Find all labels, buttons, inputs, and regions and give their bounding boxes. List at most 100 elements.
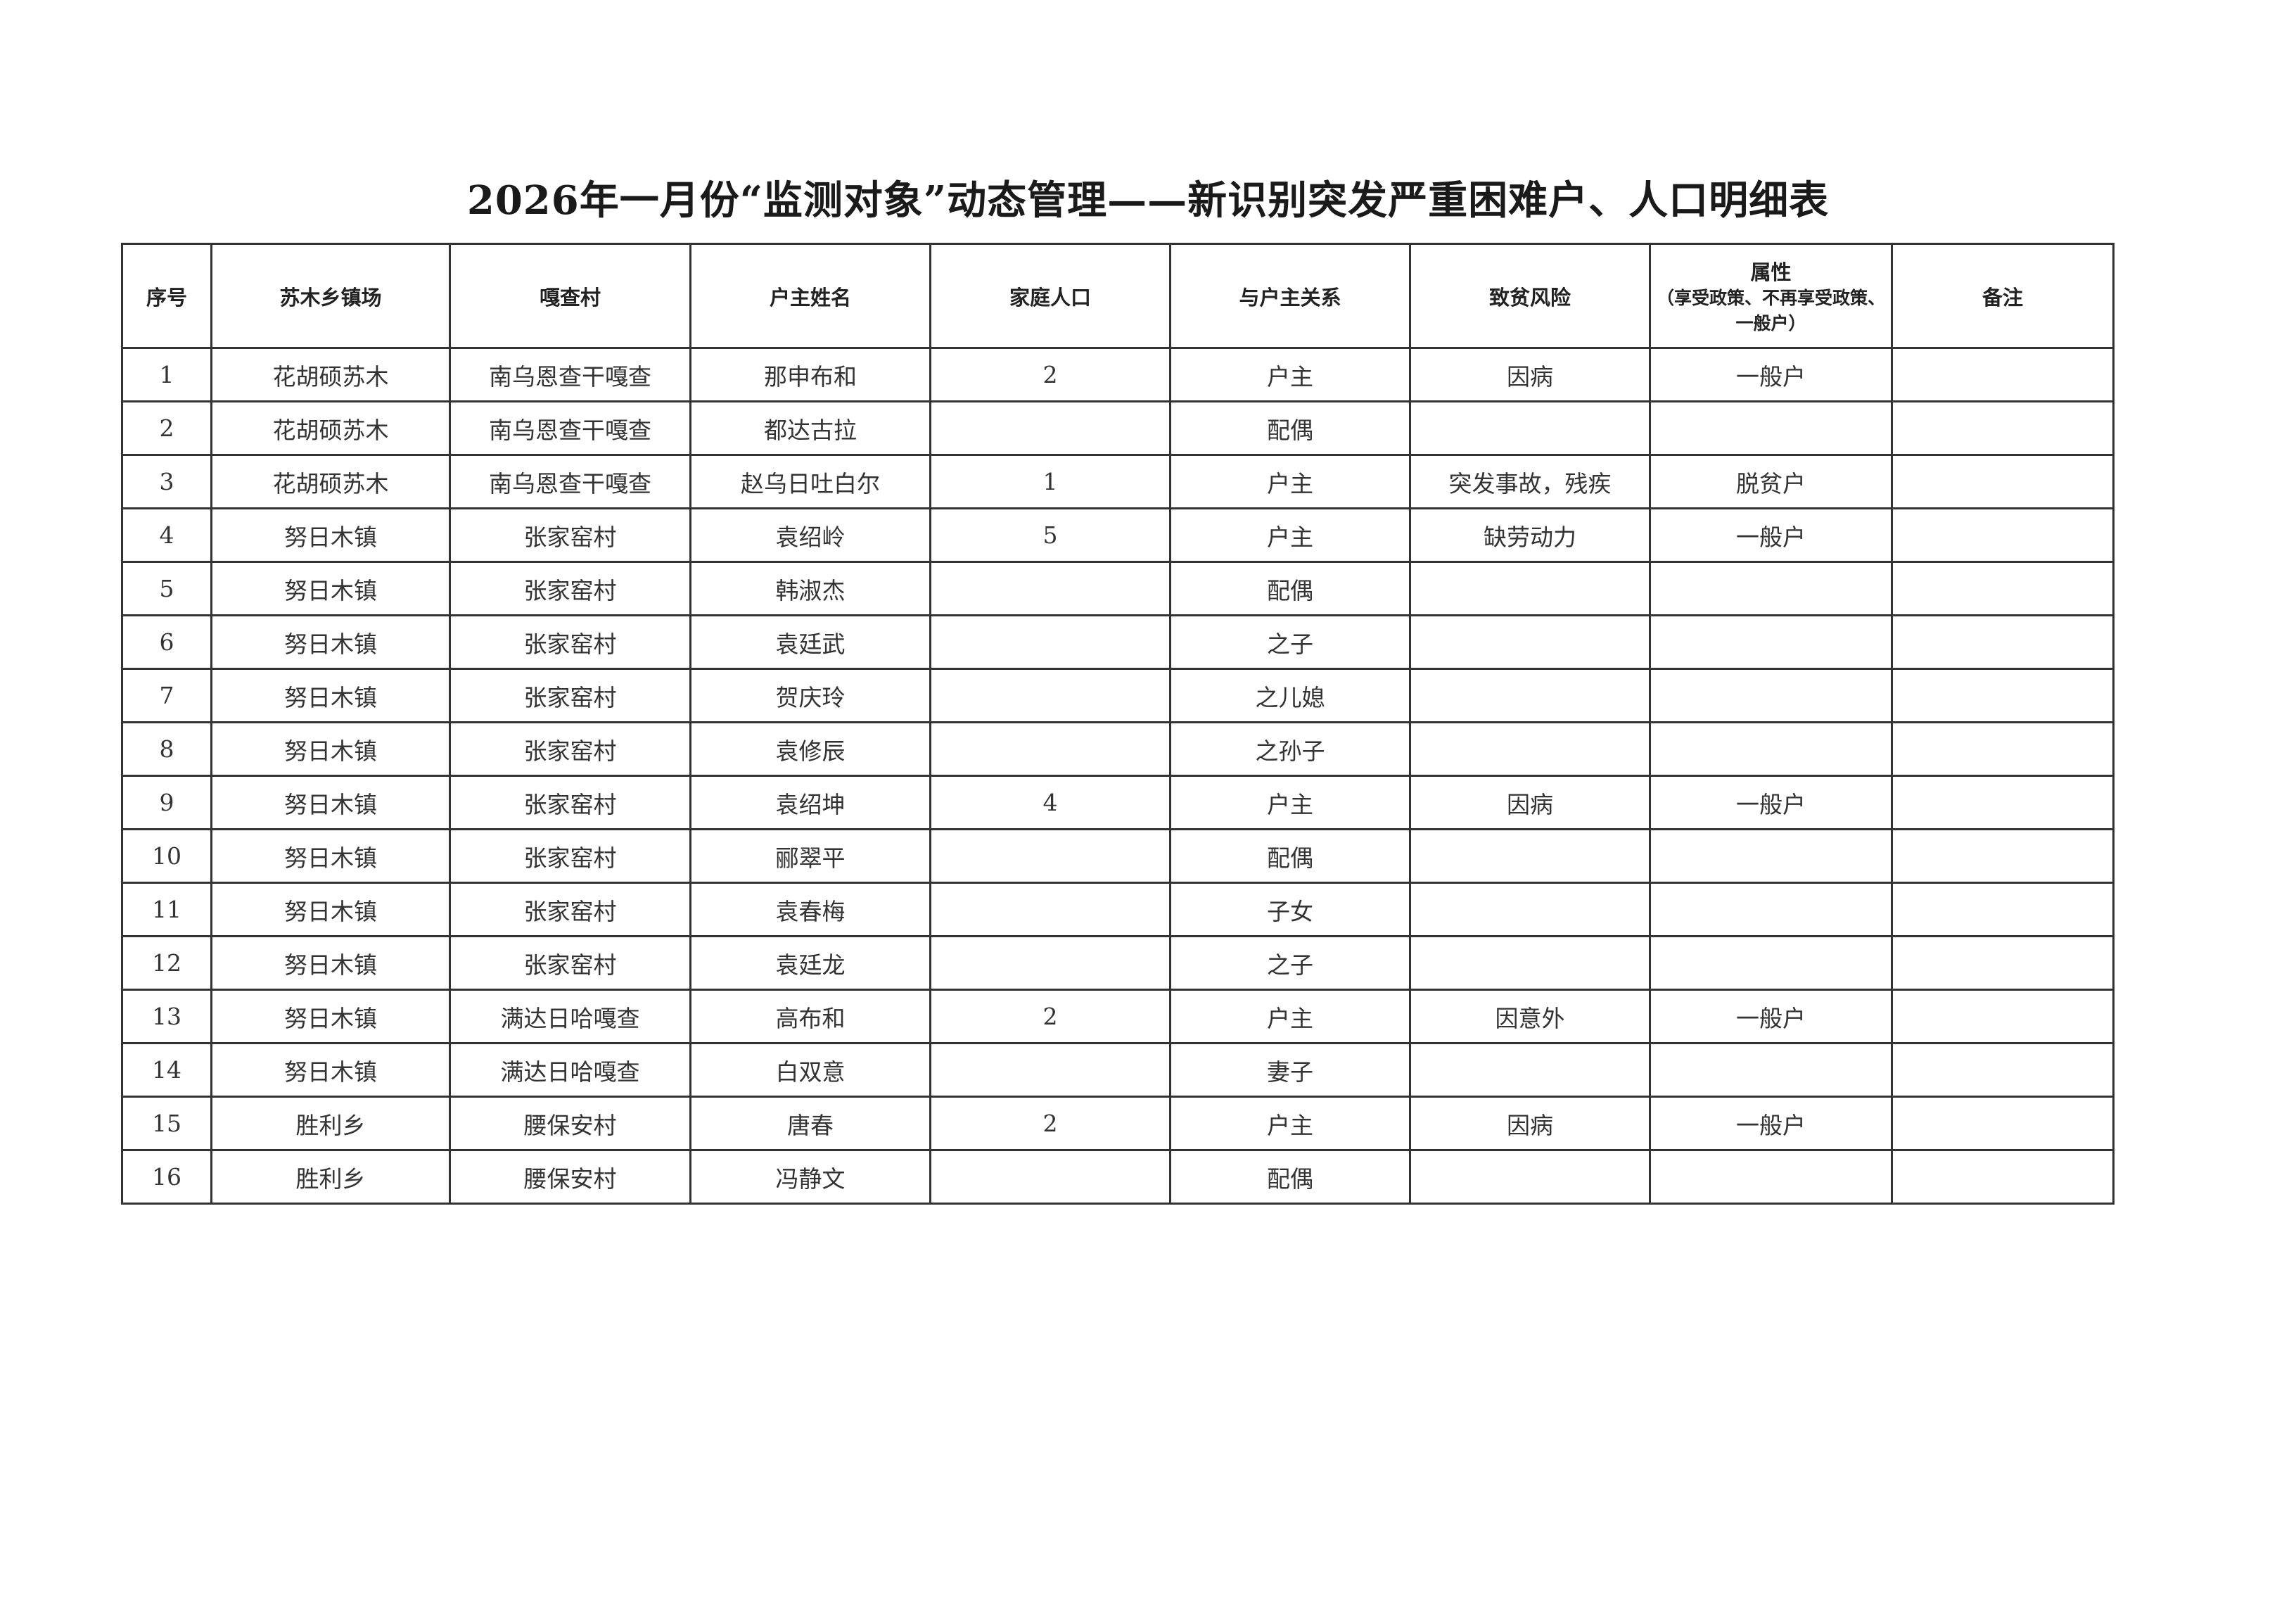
cell-relation: 妻子 xyxy=(1169,1042,1411,1098)
cell-family-size: 5 xyxy=(929,507,1171,563)
cell-householder: 袁绍岭 xyxy=(689,507,931,563)
cell-householder: 袁修辰 xyxy=(689,721,931,777)
cell-index: 10 xyxy=(121,828,212,884)
cell-risk xyxy=(1409,1042,1651,1098)
cell-risk: 因病 xyxy=(1409,775,1651,830)
cell-relation: 户主 xyxy=(1169,347,1411,402)
cell-village: 张家窑村 xyxy=(449,561,691,616)
cell-householder: 白双意 xyxy=(689,1042,931,1098)
cell-index: 12 xyxy=(121,935,212,991)
cell-village: 腰保安村 xyxy=(449,1096,691,1151)
cell-remark xyxy=(1891,1149,2115,1205)
header-risk: 致贫风险 xyxy=(1409,243,1651,349)
cell-householder: 袁廷武 xyxy=(689,614,931,670)
table-row: 8 努日木镇 张家窑村 袁修辰 之孙子 xyxy=(121,721,2115,777)
cell-risk xyxy=(1409,668,1651,723)
header-attribute-label: 属性 xyxy=(1750,260,1792,284)
cell-attribute xyxy=(1649,1042,1893,1098)
cell-township: 花胡硕苏木 xyxy=(210,400,451,456)
cell-householder: 郦翠平 xyxy=(689,828,931,884)
cell-family-size xyxy=(929,935,1171,991)
detail-table: 序号 苏木乡镇场 嘎查村 户主姓名 家庭人口 与户主关系 致贫风险 属性 （享受… xyxy=(121,243,2115,1205)
cell-risk: 因病 xyxy=(1409,347,1651,402)
cell-relation: 之子 xyxy=(1169,935,1411,991)
cell-index: 8 xyxy=(121,721,212,777)
cell-township: 努日木镇 xyxy=(210,775,451,830)
cell-village: 张家窑村 xyxy=(449,935,691,991)
cell-risk xyxy=(1409,882,1651,937)
cell-township: 努日木镇 xyxy=(210,1042,451,1098)
table-row: 4 努日木镇 张家窑村 袁绍岭 5 户主 缺劳动力 一般户 xyxy=(121,507,2115,563)
cell-attribute xyxy=(1649,721,1893,777)
cell-relation: 配偶 xyxy=(1169,561,1411,616)
cell-remark xyxy=(1891,561,2115,616)
cell-relation: 之孙子 xyxy=(1169,721,1411,777)
cell-risk xyxy=(1409,935,1651,991)
header-township: 苏木乡镇场 xyxy=(210,243,451,349)
cell-index: 15 xyxy=(121,1096,212,1151)
header-attribute-note: （享受政策、不再享受政策、一般户） xyxy=(1656,287,1885,334)
cell-remark xyxy=(1891,668,2115,723)
cell-risk: 缺劳动力 xyxy=(1409,507,1651,563)
cell-township: 花胡硕苏木 xyxy=(210,347,451,402)
header-index: 序号 xyxy=(121,243,212,349)
table-row: 12 努日木镇 张家窑村 袁廷龙 之子 xyxy=(121,935,2115,991)
cell-village: 张家窑村 xyxy=(449,775,691,830)
cell-family-size xyxy=(929,668,1171,723)
cell-relation: 配偶 xyxy=(1169,400,1411,456)
cell-family-size xyxy=(929,882,1171,937)
cell-householder: 袁廷龙 xyxy=(689,935,931,991)
header-householder: 户主姓名 xyxy=(689,243,931,349)
table-row: 2 花胡硕苏木 南乌恩查干嘎查 都达古拉 配偶 xyxy=(121,400,2115,456)
cell-householder: 都达古拉 xyxy=(689,400,931,456)
cell-householder: 韩淑杰 xyxy=(689,561,931,616)
table-row: 7 努日木镇 张家窑村 贺庆玲 之儿媳 xyxy=(121,668,2115,723)
table-row: 11 努日木镇 张家窑村 袁春梅 子女 xyxy=(121,882,2115,937)
cell-relation: 之儿媳 xyxy=(1169,668,1411,723)
cell-risk: 因意外 xyxy=(1409,989,1651,1044)
cell-relation: 子女 xyxy=(1169,882,1411,937)
cell-remark xyxy=(1891,400,2115,456)
cell-township: 努日木镇 xyxy=(210,614,451,670)
cell-township: 努日木镇 xyxy=(210,507,451,563)
cell-attribute: 一般户 xyxy=(1649,1096,1893,1151)
cell-village: 南乌恩查干嘎查 xyxy=(449,400,691,456)
cell-family-size xyxy=(929,614,1171,670)
cell-relation: 配偶 xyxy=(1169,1149,1411,1205)
cell-remark xyxy=(1891,882,2115,937)
cell-index: 9 xyxy=(121,775,212,830)
cell-relation: 配偶 xyxy=(1169,828,1411,884)
cell-township: 努日木镇 xyxy=(210,882,451,937)
cell-attribute: 脱贫户 xyxy=(1649,454,1893,509)
cell-family-size: 1 xyxy=(929,454,1171,509)
cell-attribute xyxy=(1649,561,1893,616)
table-row: 14 努日木镇 满达日哈嘎查 白双意 妻子 xyxy=(121,1042,2115,1098)
cell-index: 13 xyxy=(121,989,212,1044)
cell-risk: 因病 xyxy=(1409,1096,1651,1151)
cell-remark xyxy=(1891,454,2115,509)
cell-village: 南乌恩查干嘎查 xyxy=(449,347,691,402)
cell-index: 14 xyxy=(121,1042,212,1098)
table-row: 5 努日木镇 张家窑村 韩淑杰 配偶 xyxy=(121,561,2115,616)
cell-attribute xyxy=(1649,828,1893,884)
cell-relation: 户主 xyxy=(1169,507,1411,563)
header-relation: 与户主关系 xyxy=(1169,243,1411,349)
cell-householder: 贺庆玲 xyxy=(689,668,931,723)
cell-village: 张家窑村 xyxy=(449,828,691,884)
cell-attribute xyxy=(1649,882,1893,937)
cell-householder: 高布和 xyxy=(689,989,931,1044)
table-row: 16 胜利乡 腰保安村 冯静文 配偶 xyxy=(121,1149,2115,1205)
header-remark: 备注 xyxy=(1891,243,2115,349)
cell-village: 张家窑村 xyxy=(449,668,691,723)
cell-attribute xyxy=(1649,400,1893,456)
cell-village: 南乌恩查干嘎查 xyxy=(449,454,691,509)
cell-householder: 唐春 xyxy=(689,1096,931,1151)
table-row: 10 努日木镇 张家窑村 郦翠平 配偶 xyxy=(121,828,2115,884)
header-family-size: 家庭人口 xyxy=(929,243,1171,349)
cell-index: 7 xyxy=(121,668,212,723)
cell-township: 胜利乡 xyxy=(210,1096,451,1151)
cell-family-size xyxy=(929,721,1171,777)
cell-index: 2 xyxy=(121,400,212,456)
cell-remark xyxy=(1891,775,2115,830)
cell-township: 努日木镇 xyxy=(210,561,451,616)
